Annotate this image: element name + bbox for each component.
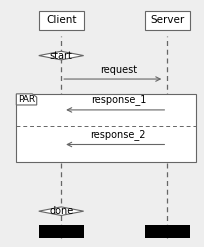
Polygon shape [39, 207, 84, 215]
Text: PAR: PAR [18, 95, 35, 104]
Bar [39, 11, 84, 30]
Text: request: request [100, 65, 137, 75]
Text: Server: Server [150, 15, 184, 25]
Text: done: done [49, 206, 73, 216]
Polygon shape [39, 51, 84, 60]
Bar [39, 225, 84, 238]
Text: response_1: response_1 [91, 95, 146, 105]
Text: start: start [50, 51, 73, 61]
Bar [145, 225, 190, 238]
Polygon shape [16, 94, 37, 105]
Text: Client: Client [46, 15, 76, 25]
Text: response_2: response_2 [91, 129, 146, 140]
Bar [16, 94, 196, 162]
Bar [145, 11, 190, 30]
